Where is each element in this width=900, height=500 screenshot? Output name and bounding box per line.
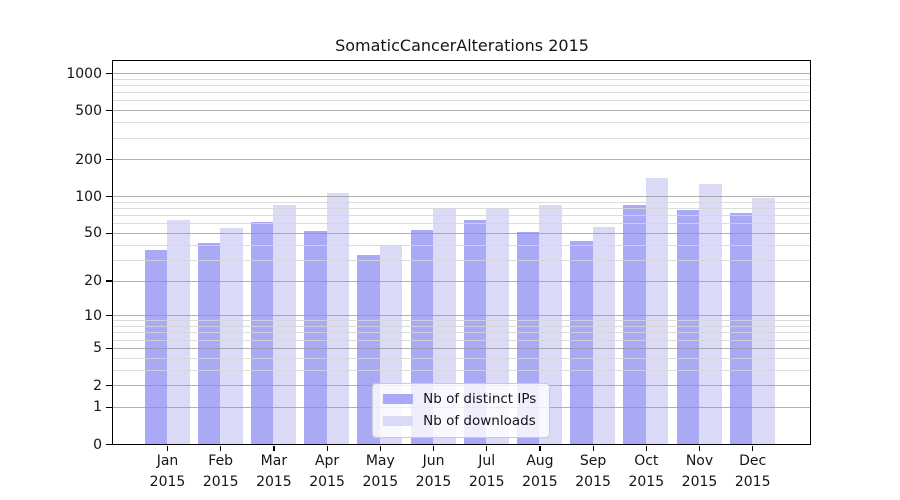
bar-distinct-ips xyxy=(304,230,327,444)
minor-gridline xyxy=(113,100,810,102)
x-tick-label: Apr 2015 xyxy=(295,451,359,493)
x-tick-label: Jan 2015 xyxy=(136,451,200,493)
legend-item-distinct-ips: Nb of distinct IPs xyxy=(383,391,536,407)
y-tick-label: 1000 xyxy=(66,65,102,82)
x-tick-year: 2015 xyxy=(415,474,452,490)
chart-title: SomaticCancerAlterations 2015 xyxy=(335,36,589,55)
x-tick-label: Oct 2015 xyxy=(614,451,678,493)
y-tick-label: 50 xyxy=(84,225,102,242)
x-tick-mark xyxy=(698,445,701,451)
x-tick-mark xyxy=(379,445,381,451)
legend-label-downloads: Nb of downloads xyxy=(423,413,536,429)
bar-downloads xyxy=(167,219,190,444)
x-tick-label: Aug 2015 xyxy=(508,451,572,493)
x-tick-mark xyxy=(326,445,328,451)
x-tick-month: Aug xyxy=(526,453,554,469)
x-tick-mark xyxy=(166,445,169,451)
bar-downloads xyxy=(699,183,722,444)
x-tick-label: Feb 2015 xyxy=(189,451,253,493)
y-tick-label: 20 xyxy=(84,273,102,289)
bar-downloads xyxy=(220,227,243,444)
x-tick-month: Jul xyxy=(478,453,496,469)
x-tick-year: 2015 xyxy=(681,474,718,490)
bar-distinct-ips xyxy=(144,250,167,444)
x-tick-label: Jul 2015 xyxy=(455,451,519,493)
x-tick-year: 2015 xyxy=(522,474,558,490)
bar-downloads xyxy=(592,226,616,444)
legend-label-distinct-ips: Nb of distinct IPs xyxy=(423,391,537,407)
minor-gridline xyxy=(113,78,810,80)
x-tick-year: 2015 xyxy=(628,474,665,490)
x-tick-month: Sep xyxy=(579,453,607,469)
x-tick-label: Dec 2015 xyxy=(721,451,785,493)
x-tick-label: May 2015 xyxy=(348,451,412,493)
major-gridline xyxy=(113,73,810,74)
bar-distinct-ips xyxy=(676,210,699,444)
minor-gridline xyxy=(113,122,810,124)
legend-swatch-downloads-icon xyxy=(383,416,414,426)
x-tick-mark xyxy=(752,445,754,451)
x-tick-mark xyxy=(432,445,435,451)
x-tick-month: Jan xyxy=(156,453,179,469)
y-tick-label: 100 xyxy=(75,188,102,205)
bar-distinct-ips xyxy=(197,243,221,444)
legend-item-downloads: Nb of downloads xyxy=(383,413,536,429)
x-tick-month: Dec xyxy=(739,453,767,469)
x-tick-month: Nov xyxy=(685,453,714,469)
major-gridline xyxy=(113,159,810,161)
bar-downloads xyxy=(752,197,775,444)
x-tick-label: Sep 2015 xyxy=(561,451,625,493)
y-tick-label: 10 xyxy=(84,307,102,324)
x-tick-month: Apr xyxy=(314,453,340,469)
x-tick-mark xyxy=(539,445,541,451)
x-tick-year: 2015 xyxy=(468,474,505,490)
x-tick-month: Mar xyxy=(260,453,288,469)
bar-distinct-ips xyxy=(250,222,274,444)
x-tick-month: Feb xyxy=(208,453,234,469)
bar-distinct-ips xyxy=(623,205,646,444)
x-tick-year: 2015 xyxy=(149,474,186,490)
x-tick-year: 2015 xyxy=(202,474,239,490)
bar-downloads xyxy=(273,204,296,444)
x-tick-year: 2015 xyxy=(309,474,345,490)
x-tick-month: Oct xyxy=(634,453,659,469)
x-tick-year: 2015 xyxy=(256,474,292,490)
bar-distinct-ips xyxy=(729,212,753,444)
legend: Nb of distinct IPs Nb of downloads xyxy=(372,383,551,438)
bar-distinct-ips xyxy=(570,240,593,444)
y-tick-label: 0 xyxy=(93,436,102,453)
x-tick-mark xyxy=(486,445,488,451)
y-tick-label: 2 xyxy=(93,377,102,394)
legend-swatch-distinct-ips-icon xyxy=(383,394,414,404)
x-tick-month: May xyxy=(365,453,395,469)
x-tick-year: 2015 xyxy=(362,474,399,490)
y-tick-label: 200 xyxy=(75,151,102,168)
x-tick-mark xyxy=(220,445,222,451)
x-tick-mark xyxy=(592,445,594,451)
y-tick-label: 500 xyxy=(75,102,102,119)
x-tick-mark xyxy=(645,445,647,451)
y-tick-label: 1 xyxy=(93,399,102,416)
x-tick-month: Jun xyxy=(422,453,445,469)
minor-gridline xyxy=(113,92,810,94)
y-tick-label: 5 xyxy=(93,340,102,357)
minor-gridline xyxy=(113,84,810,86)
minor-gridline xyxy=(113,137,810,139)
x-tick-label: Jun 2015 xyxy=(402,451,466,493)
bar-downloads xyxy=(326,193,350,444)
bar-downloads xyxy=(645,178,669,444)
x-tick-label: Nov 2015 xyxy=(668,451,732,493)
x-tick-mark xyxy=(273,445,275,451)
x-tick-year: 2015 xyxy=(734,474,771,490)
plot-area: Nb of distinct IPs Nb of downloads xyxy=(112,60,811,445)
major-gridline xyxy=(113,110,810,112)
x-tick-year: 2015 xyxy=(575,474,611,490)
x-tick-label: Mar 2015 xyxy=(242,451,306,493)
